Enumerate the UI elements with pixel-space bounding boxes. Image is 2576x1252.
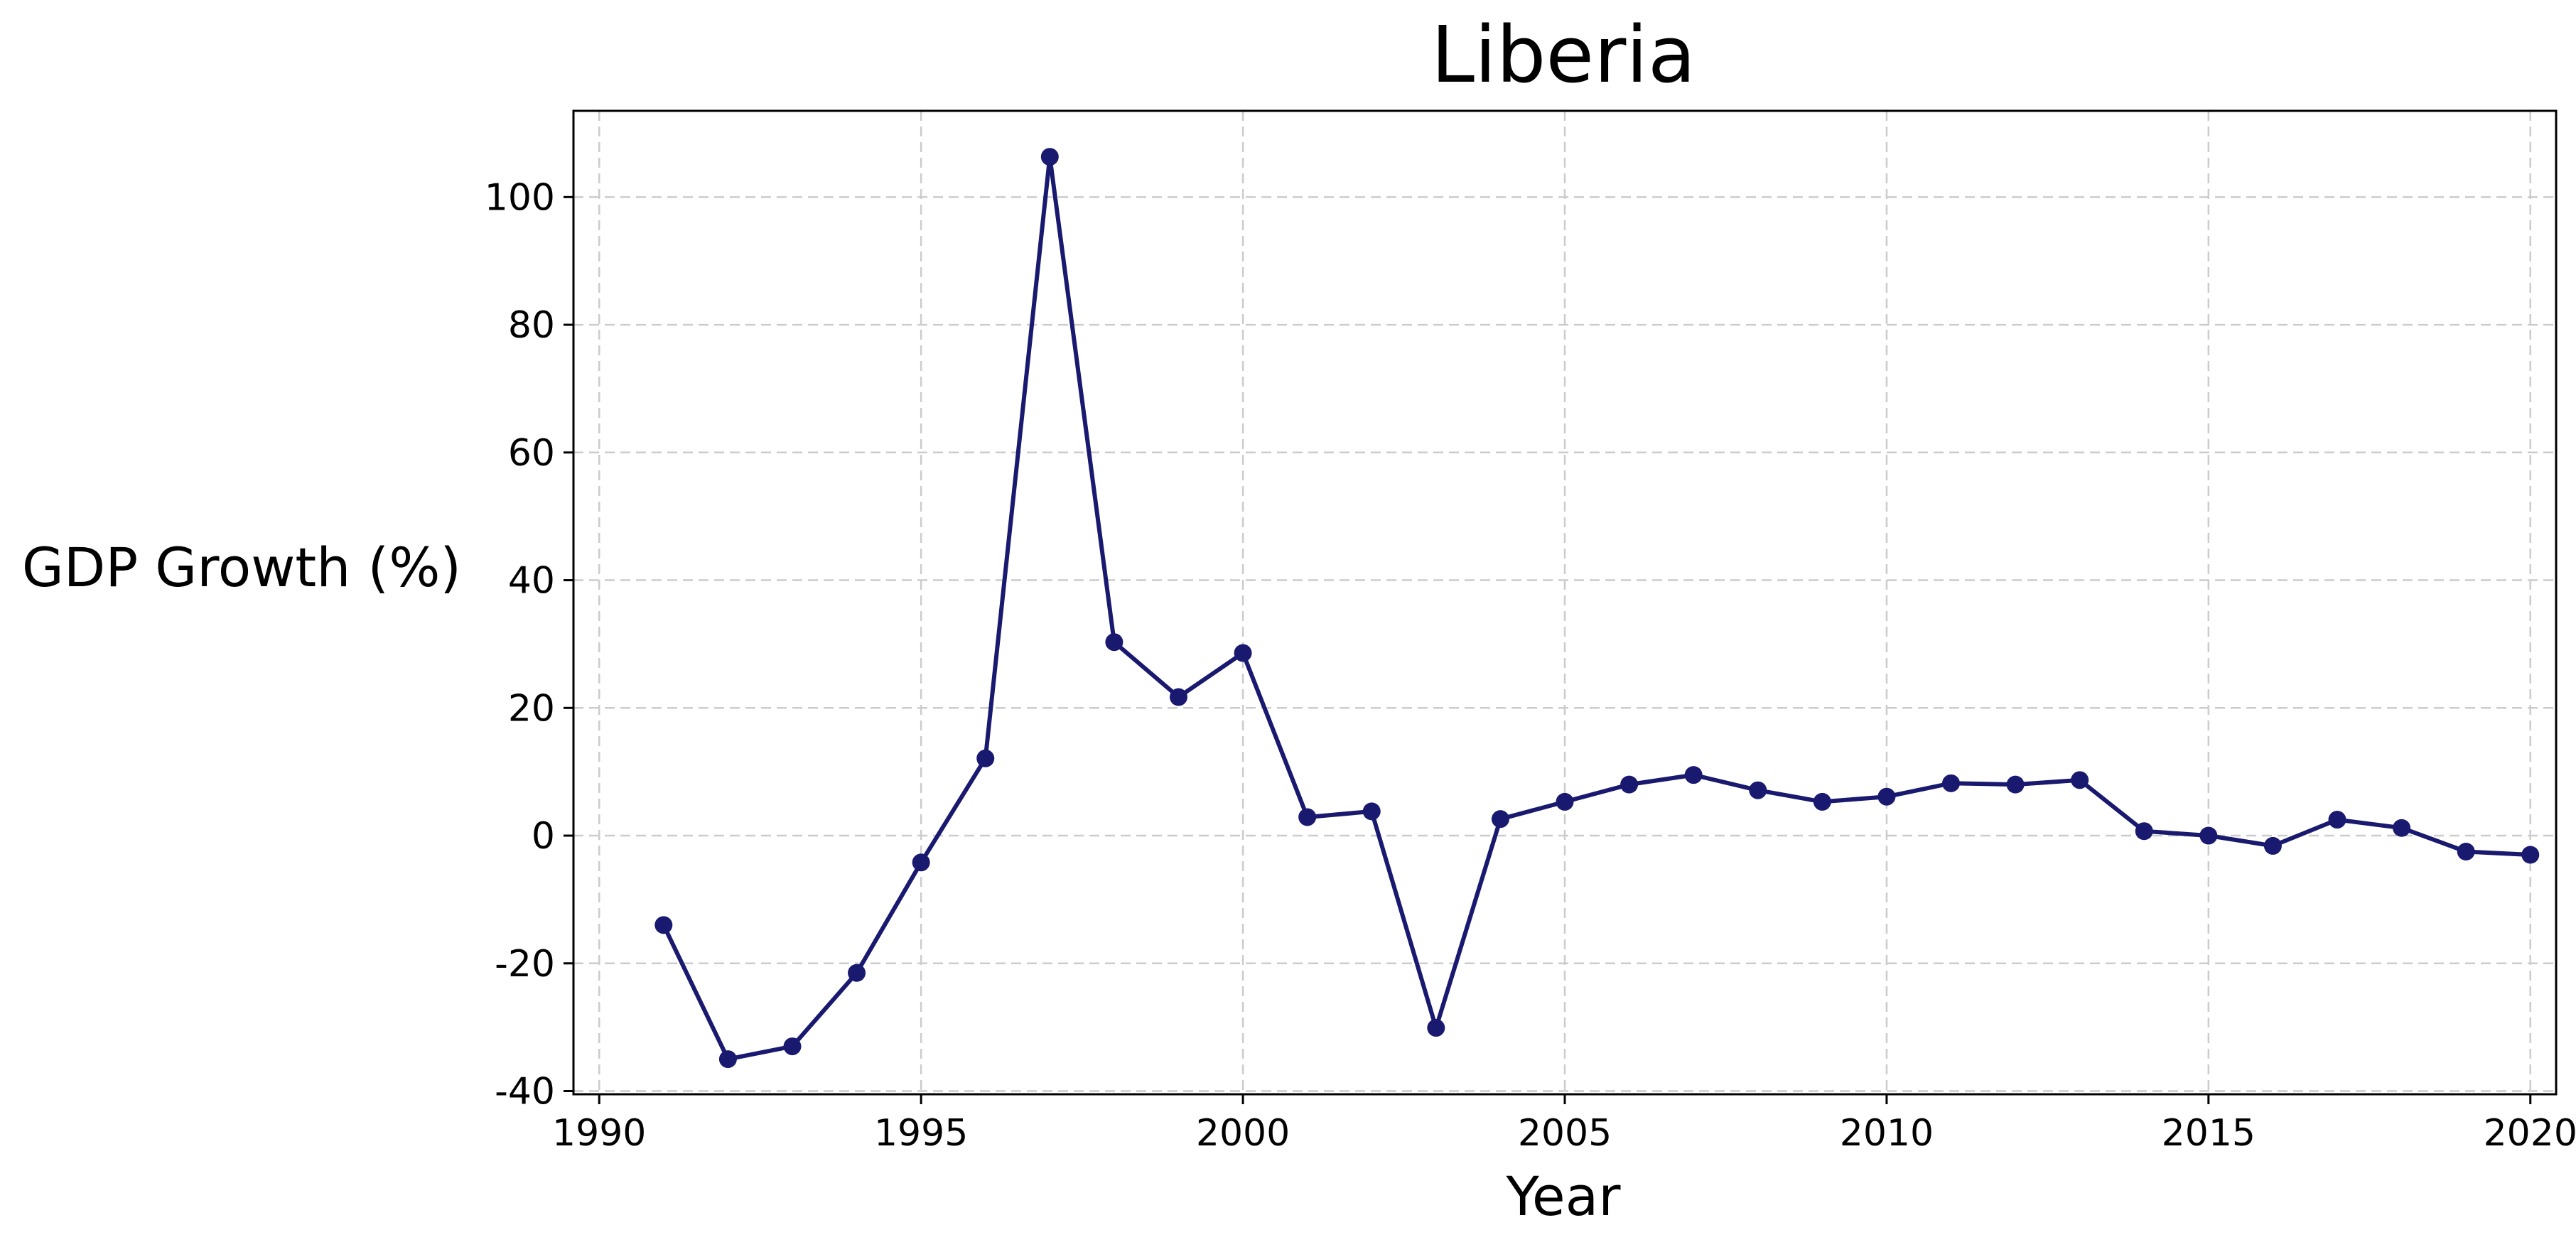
y-tick-label: 100: [485, 176, 555, 219]
axis-ticks: 1990 1995 2000 2005 2010 2015 2020 -40 -20 0 20 40 6…: [485, 176, 2576, 1155]
chart-title: Liberia: [1431, 9, 1696, 100]
x-tick-label: 2010: [1840, 1112, 1934, 1155]
data-point: [2328, 811, 2346, 829]
data-point: [2263, 836, 2282, 855]
data-point: [1298, 808, 1317, 826]
grid: [573, 111, 2556, 1094]
series-layer: [654, 148, 2540, 1069]
y-tick-label: 40: [508, 560, 555, 603]
y-tick-label: 0: [532, 815, 555, 858]
data-point: [912, 853, 930, 872]
data-point: [1684, 766, 1703, 784]
y-axis-label: GDP Growth (%): [22, 536, 461, 599]
data-point: [718, 1050, 737, 1069]
x-tick-label: 1995: [874, 1112, 968, 1155]
x-tick-label: 1990: [552, 1112, 646, 1155]
data-point: [1234, 644, 1252, 662]
data-point: [1877, 787, 1896, 806]
series-line: [662, 154, 2531, 1062]
x-tick-label: 2015: [2162, 1112, 2256, 1155]
y-tick-label: 80: [508, 304, 555, 347]
data-point: [2521, 846, 2540, 864]
data-point: [976, 749, 995, 767]
x-axis-label: Year: [1506, 1165, 1622, 1228]
data-point: [1556, 792, 1574, 811]
data-point: [1942, 774, 1961, 792]
data-point: [2457, 842, 2475, 860]
data-point: [2006, 775, 2025, 794]
data-point: [1749, 781, 1767, 799]
data-point: [783, 1037, 802, 1056]
data-point: [1362, 802, 1381, 821]
data-point: [848, 964, 866, 982]
y-tick-label: -40: [495, 1071, 555, 1113]
y-tick-label: 60: [508, 432, 555, 475]
data-point: [1169, 688, 1187, 706]
x-tick-label: 2020: [2484, 1112, 2576, 1155]
data-point: [2135, 822, 2153, 841]
data-point: [654, 916, 673, 934]
data-point: [1040, 148, 1059, 166]
x-tick-label: 2005: [1518, 1112, 1612, 1155]
data-point: [2071, 771, 2089, 789]
x-tick-label: 2000: [1196, 1112, 1290, 1155]
data-point: [2199, 826, 2218, 845]
data-point: [1620, 775, 1639, 794]
y-tick-label: 20: [508, 687, 555, 730]
data-point: [1427, 1019, 1445, 1037]
data-point: [1813, 792, 1831, 811]
y-tick-label: -20: [495, 943, 555, 986]
data-point: [2393, 819, 2411, 837]
data-point: [1491, 810, 1509, 829]
data-point: [1105, 633, 1123, 652]
